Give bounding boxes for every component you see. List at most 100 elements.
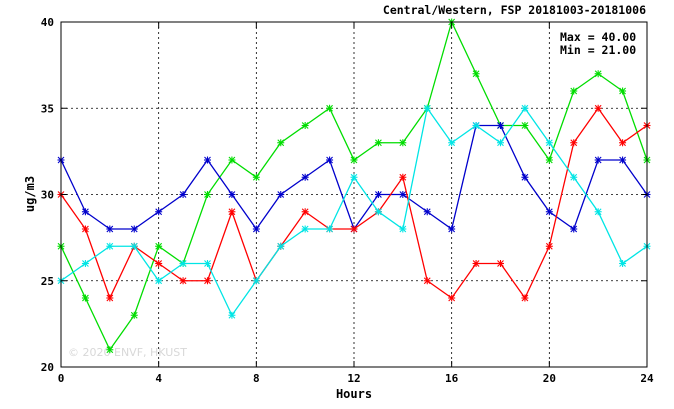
data-point-marker <box>252 173 260 181</box>
data-point-marker <box>570 225 578 233</box>
data-point-marker <box>423 277 431 285</box>
data-point-marker <box>399 191 407 198</box>
data-point-marker <box>106 346 114 354</box>
data-point-marker <box>155 277 163 285</box>
data-point-marker <box>594 70 602 78</box>
data-point-marker <box>155 242 163 250</box>
data-point-marker <box>204 156 211 164</box>
data-point-marker <box>521 104 529 112</box>
chart-title: Central/Western, FSP 20181003-20181006 <box>383 3 646 17</box>
data-point-marker <box>374 191 382 198</box>
data-point-marker <box>570 173 578 181</box>
data-point-marker <box>497 260 504 267</box>
x-tick-label: 8 <box>253 372 260 385</box>
x-tick-label: 12 <box>347 372 360 385</box>
x-tick-label: 16 <box>445 372 459 385</box>
data-point-marker <box>301 208 309 216</box>
data-point-marker <box>619 260 627 267</box>
data-point-marker <box>326 156 334 164</box>
data-point-marker <box>350 173 358 181</box>
data-point-marker <box>204 260 211 267</box>
data-point-marker <box>448 139 456 147</box>
y-axis-title: ug/m3 <box>23 176 37 212</box>
data-point-marker <box>399 139 407 147</box>
data-point-marker <box>277 191 285 198</box>
data-point-marker <box>228 156 236 164</box>
data-point-marker <box>81 225 89 233</box>
y-tick-label: 30 <box>41 189 54 202</box>
data-point-marker <box>423 104 431 112</box>
x-axis-title: Hours <box>336 387 372 401</box>
data-point-marker <box>179 191 187 198</box>
data-point-marker <box>594 104 602 112</box>
data-point-marker <box>204 191 211 198</box>
data-point-marker <box>179 260 187 267</box>
data-point-marker <box>619 139 627 147</box>
data-point-marker <box>545 208 553 216</box>
data-point-marker <box>106 242 114 250</box>
data-point-marker <box>521 122 529 129</box>
data-point-marker <box>277 139 285 147</box>
data-point-marker <box>301 173 309 181</box>
data-point-marker <box>570 87 578 95</box>
x-tick-label: 20 <box>543 372 556 385</box>
data-point-marker <box>399 173 407 181</box>
data-point-marker <box>130 225 138 233</box>
data-point-marker <box>81 260 89 267</box>
data-point-marker <box>545 139 553 147</box>
data-point-marker <box>448 225 456 233</box>
y-tick-label: 20 <box>41 361 54 374</box>
data-point-marker <box>350 156 358 164</box>
data-point-marker <box>106 294 114 302</box>
data-point-marker <box>521 294 529 302</box>
data-point-marker <box>374 139 382 147</box>
data-point-marker <box>179 277 187 285</box>
data-point-marker <box>155 260 163 267</box>
data-point-marker <box>350 225 358 233</box>
x-tick-label: 4 <box>155 372 162 385</box>
grid-lines <box>61 22 647 367</box>
data-point-marker <box>594 156 602 164</box>
x-tick-label: 24 <box>640 372 654 385</box>
watermark: © 2020 ENVF, HKUST <box>68 346 187 359</box>
data-point-marker <box>130 311 138 319</box>
data-point-marker <box>81 208 89 216</box>
max-label: Max = 40.00 <box>560 30 636 44</box>
data-point-marker <box>497 122 504 129</box>
data-point-marker <box>326 225 334 233</box>
data-point-marker <box>106 225 114 233</box>
y-tick-label: 25 <box>41 275 54 288</box>
data-point-marker <box>521 173 529 181</box>
data-point-marker <box>301 122 309 129</box>
data-point-marker <box>326 104 334 112</box>
data-point-marker <box>545 156 553 164</box>
data-point-marker <box>472 122 480 129</box>
data-point-marker <box>399 225 407 233</box>
axis-ticks: 0 4 8 12 16 20 24 20 25 30 35 40 <box>41 16 654 385</box>
data-point-marker <box>472 260 480 267</box>
data-point-marker <box>81 294 89 302</box>
y-tick-label: 40 <box>41 16 54 29</box>
data-point-marker <box>277 242 285 250</box>
data-point-marker <box>423 208 431 216</box>
data-point-marker <box>619 87 627 95</box>
data-point-marker <box>301 225 309 233</box>
data-point-marker <box>252 277 260 285</box>
data-point-marker <box>252 225 260 233</box>
data-point-marker <box>228 208 236 216</box>
data-point-marker <box>130 242 138 250</box>
data-point-marker <box>155 208 163 216</box>
series-line <box>60 20 648 352</box>
data-point-marker <box>374 208 382 216</box>
data-point-marker <box>228 191 236 198</box>
data-point-marker <box>228 311 236 319</box>
min-label: Min = 21.00 <box>560 43 636 57</box>
series-4 <box>57 104 651 319</box>
series-line <box>60 106 648 317</box>
data-point-marker <box>448 294 456 302</box>
data-point-marker <box>204 277 211 285</box>
data-point-marker <box>619 156 627 164</box>
data-point-marker <box>545 242 553 250</box>
data-point-marker <box>570 139 578 147</box>
